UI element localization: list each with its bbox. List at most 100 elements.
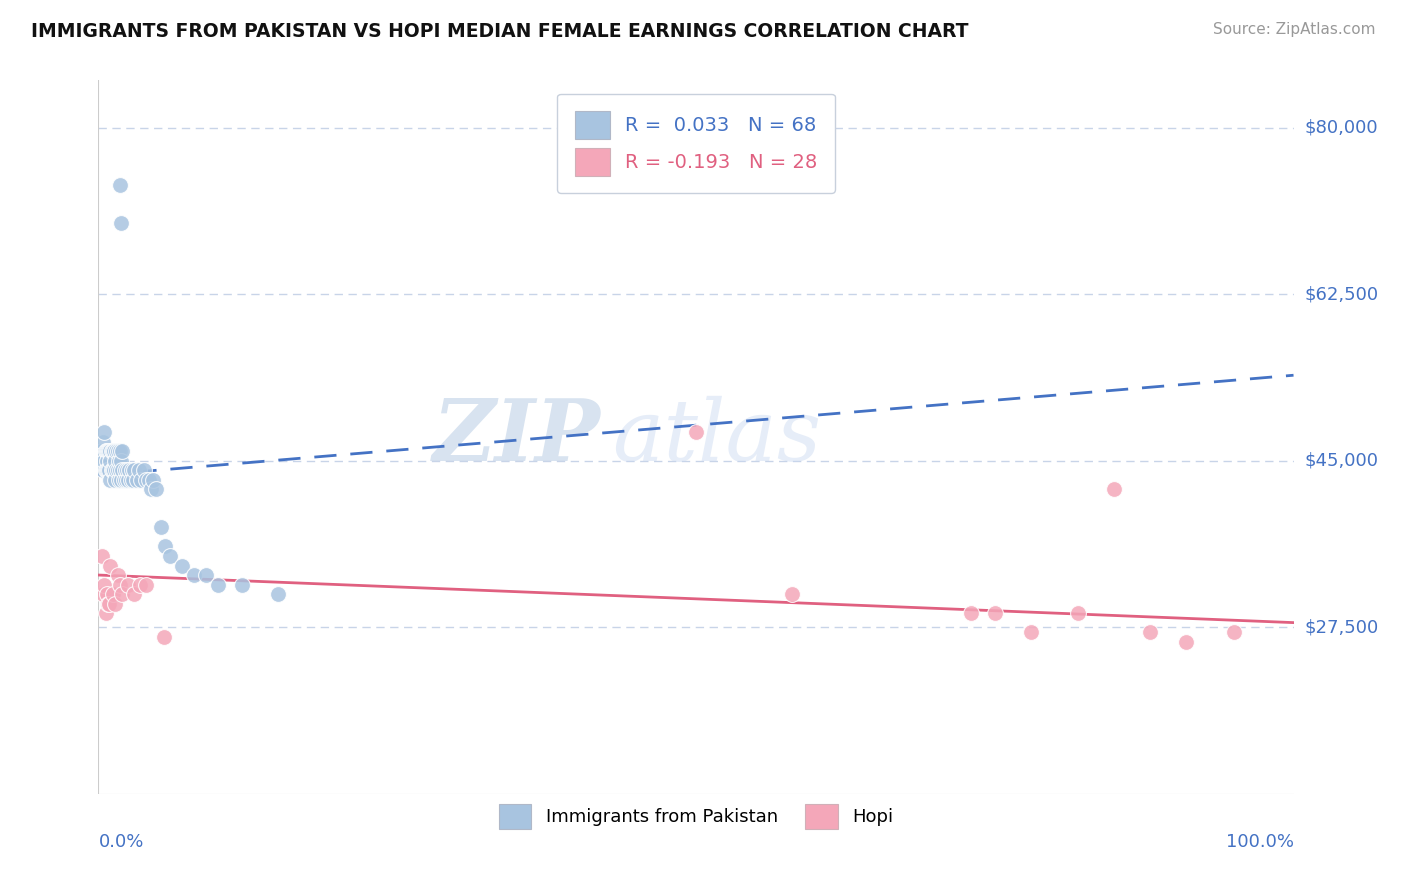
Point [98,463,121,477]
Point [960,606,983,620]
Point [107,463,129,477]
Point [131,473,153,487]
Text: atlas: atlas [613,396,821,478]
Point [103,444,125,458]
Point [685,425,707,440]
Point [93,577,115,591]
Point [780,587,803,601]
Point [98,454,122,468]
Point [110,216,132,230]
Point [96,463,118,477]
Point [121,463,143,477]
Point [91,434,114,449]
Point [105,463,128,477]
Point [100,463,122,477]
Point [107,454,129,468]
Point [195,568,218,582]
Point [111,587,134,601]
Point [207,577,229,591]
Point [93,454,115,468]
Point [104,454,127,468]
Point [153,630,176,644]
Point [100,444,122,458]
Point [1104,483,1126,497]
Point [111,463,134,477]
Point [1175,634,1198,648]
Point [96,444,118,458]
Point [138,473,160,487]
Point [110,454,132,468]
Point [107,444,129,458]
Legend: Immigrants from Pakistan, Hopi: Immigrants from Pakistan, Hopi [489,795,903,838]
Point [101,463,124,477]
Point [149,520,172,534]
Point [267,587,290,601]
Point [145,483,167,497]
Point [984,606,1007,620]
Point [132,463,155,477]
Point [91,444,114,458]
Point [111,444,134,458]
Point [96,454,118,468]
Point [1139,625,1161,640]
Point [98,558,122,573]
Text: $45,000: $45,000 [1305,452,1379,470]
Point [101,444,124,458]
Point [118,463,141,477]
Point [91,549,114,563]
Point [94,463,117,477]
Point [120,473,142,487]
Point [128,463,150,477]
Point [101,587,124,601]
Point [117,577,139,591]
Point [104,473,127,487]
Point [98,597,121,611]
Point [97,597,120,611]
Point [125,473,148,487]
Point [1067,606,1090,620]
Point [115,463,138,477]
Point [1019,625,1042,640]
Point [1223,625,1246,640]
Text: IMMIGRANTS FROM PAKISTAN VS HOPI MEDIAN FEMALE EARNINGS CORRELATION CHART: IMMIGRANTS FROM PAKISTAN VS HOPI MEDIAN … [31,22,969,41]
Point [124,587,146,601]
Point [124,463,146,477]
Point [107,568,129,582]
Text: 0.0%: 0.0% [98,833,143,851]
Text: $27,500: $27,500 [1305,618,1379,636]
Point [112,473,135,487]
Point [172,558,194,573]
Point [91,463,114,477]
Text: Source: ZipAtlas.com: Source: ZipAtlas.com [1212,22,1375,37]
Point [142,473,165,487]
Point [108,444,131,458]
Point [139,483,162,497]
Point [93,425,115,440]
Text: ZIP: ZIP [433,395,600,479]
Point [104,597,127,611]
Point [91,587,114,601]
Point [110,473,132,487]
Point [107,473,129,487]
Point [115,473,138,487]
Point [94,444,117,458]
Point [114,463,136,477]
Point [94,606,117,620]
Point [108,178,131,192]
Point [98,473,122,487]
Point [97,444,120,458]
Point [96,587,118,601]
Point [122,473,145,487]
Point [97,463,120,477]
Point [108,463,131,477]
Point [135,473,157,487]
Point [231,577,253,591]
Point [159,549,181,563]
Point [98,444,121,458]
Point [155,540,177,554]
Text: 100.0%: 100.0% [1226,833,1294,851]
Point [103,463,125,477]
Point [105,444,128,458]
Point [108,577,131,591]
Point [135,577,157,591]
